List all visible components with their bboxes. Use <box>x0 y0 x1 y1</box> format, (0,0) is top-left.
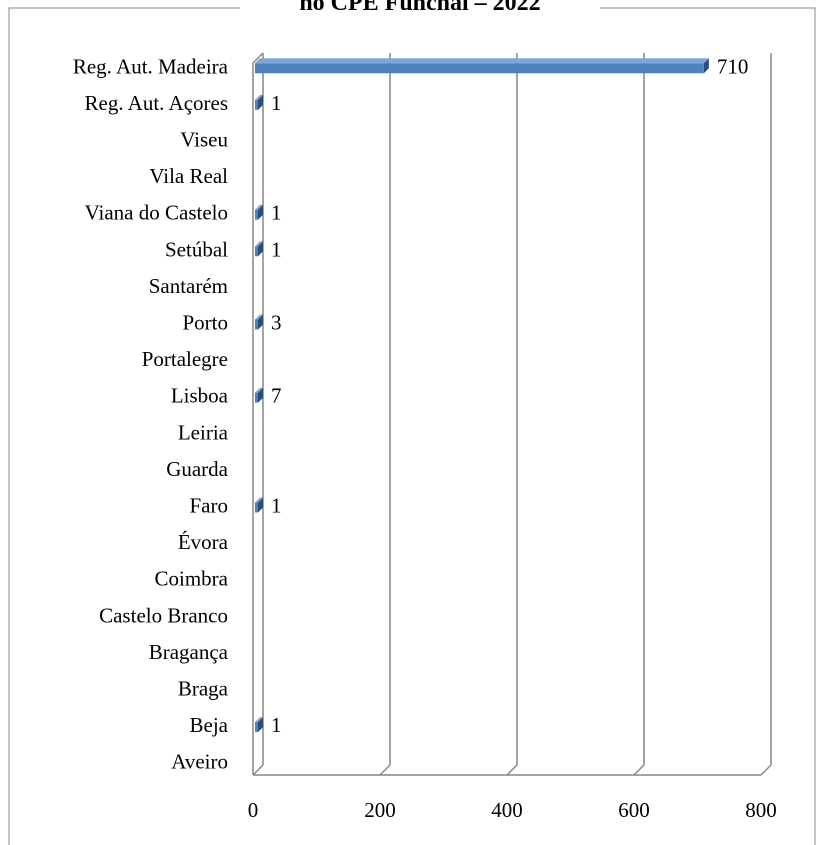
category-label: Setúbal <box>165 237 228 261</box>
bar <box>255 58 709 74</box>
title-backdrop <box>240 0 600 14</box>
category-label: Leiria <box>178 420 229 444</box>
category-label: Porto <box>182 311 228 335</box>
bar <box>255 241 263 257</box>
category-label: Bragança <box>149 640 229 664</box>
category-label: Viana do Castelo <box>85 201 228 225</box>
grid <box>252 52 772 776</box>
category-label: Aveiro <box>171 750 228 774</box>
category-label: Faro <box>190 494 229 518</box>
floor-diagonal <box>379 764 391 776</box>
bar <box>255 94 263 110</box>
category-label: Portalegre <box>142 347 228 371</box>
bar <box>255 387 263 403</box>
category-label: Beja <box>190 713 229 737</box>
category-label: Reg. Aut. Madeira <box>73 54 229 78</box>
category-label: Viseu <box>180 128 228 152</box>
x-axis-ticks: 0 200 400 600 800 <box>248 798 777 822</box>
chart-title: no CPE Funchal – 2022 <box>299 0 540 16</box>
category-label: Reg. Aut. Açores <box>85 91 228 115</box>
data-label: 1 <box>271 713 282 737</box>
category-label: Coimbra <box>155 567 229 591</box>
category-label: Lisboa <box>171 384 229 408</box>
data-label: 1 <box>271 237 282 261</box>
category-label: Castelo Branco <box>99 603 228 627</box>
category-label: Santarém <box>149 274 228 298</box>
bar <box>255 717 263 733</box>
category-labels: Aveiro Beja Braga Bragança Castelo Branco Coi… <box>73 54 229 773</box>
floor-diagonal <box>633 764 645 776</box>
x-tick-label: 0 <box>248 798 259 822</box>
x-tick-label: 200 <box>364 798 396 822</box>
chart-frame <box>8 7 816 845</box>
left-wall-top <box>252 52 264 64</box>
data-label: 710 <box>717 54 749 78</box>
bars <box>255 58 709 733</box>
bar <box>255 497 263 513</box>
data-label: 1 <box>271 494 282 518</box>
floor-diagonal <box>506 764 518 776</box>
bar <box>255 204 263 220</box>
category-label: Guarda <box>166 457 228 481</box>
x-tick-label: 800 <box>745 798 777 822</box>
data-label: 1 <box>271 91 282 115</box>
category-label: Braga <box>178 677 229 701</box>
data-label: 3 <box>271 311 282 335</box>
data-label: 1 <box>271 201 282 225</box>
x-tick-label: 600 <box>618 798 650 822</box>
category-label: Évora <box>178 530 229 554</box>
floor-diagonal <box>252 764 264 776</box>
data-label: 7 <box>271 384 282 408</box>
category-label: Vila Real <box>149 164 228 188</box>
x-tick-label: 400 <box>491 798 523 822</box>
bar <box>255 314 263 330</box>
floor-diagonal <box>760 764 772 776</box>
